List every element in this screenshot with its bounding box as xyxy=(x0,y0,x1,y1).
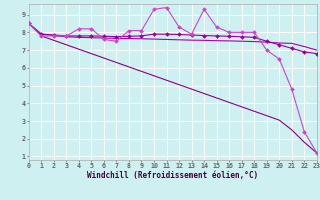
X-axis label: Windchill (Refroidissement éolien,°C): Windchill (Refroidissement éolien,°C) xyxy=(87,171,258,180)
